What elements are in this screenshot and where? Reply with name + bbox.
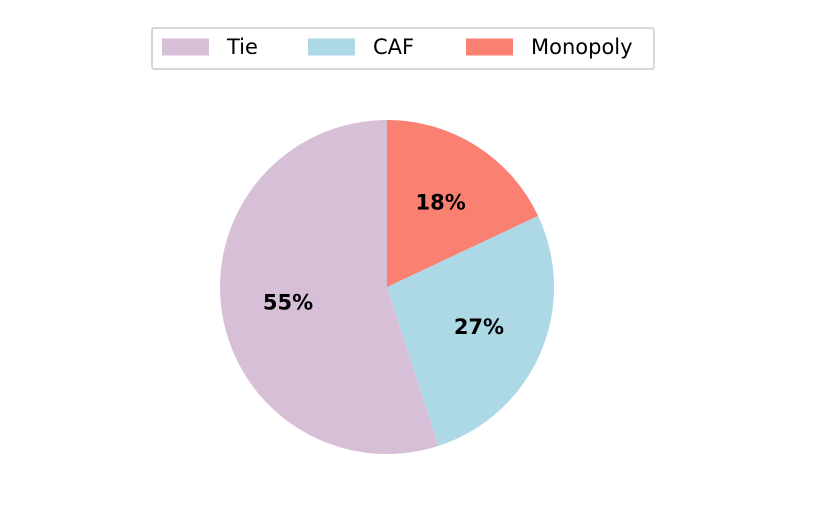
legend-swatch-tie bbox=[162, 38, 209, 56]
legend-label-monopoly: Monopoly bbox=[531, 35, 633, 59]
legend-swatch-caf bbox=[308, 38, 355, 56]
pie-slice-monopoly bbox=[387, 120, 539, 287]
pie-slices bbox=[220, 120, 555, 454]
slice-label-tie: 55% bbox=[263, 291, 313, 315]
legend-swatch-monopoly bbox=[466, 38, 513, 56]
legend-label-caf: CAF bbox=[373, 35, 414, 59]
pie-value-labels: 55% 27% 18% bbox=[263, 190, 504, 338]
pie-slice-tie bbox=[220, 120, 439, 454]
legend-frame bbox=[151, 27, 655, 70]
pie-slice-caf bbox=[387, 215, 555, 446]
slice-label-monopoly: 18% bbox=[416, 190, 466, 214]
legend-items: Tie CAF Monopoly bbox=[162, 35, 633, 59]
legend-item-tie: Tie bbox=[162, 35, 258, 59]
slice-label-caf: 27% bbox=[454, 315, 504, 339]
legend: Tie CAF Monopoly bbox=[151, 27, 655, 70]
legend-item-caf: CAF bbox=[308, 35, 414, 59]
legend-item-monopoly: Monopoly bbox=[466, 35, 633, 59]
legend-label-tie: Tie bbox=[226, 35, 258, 59]
